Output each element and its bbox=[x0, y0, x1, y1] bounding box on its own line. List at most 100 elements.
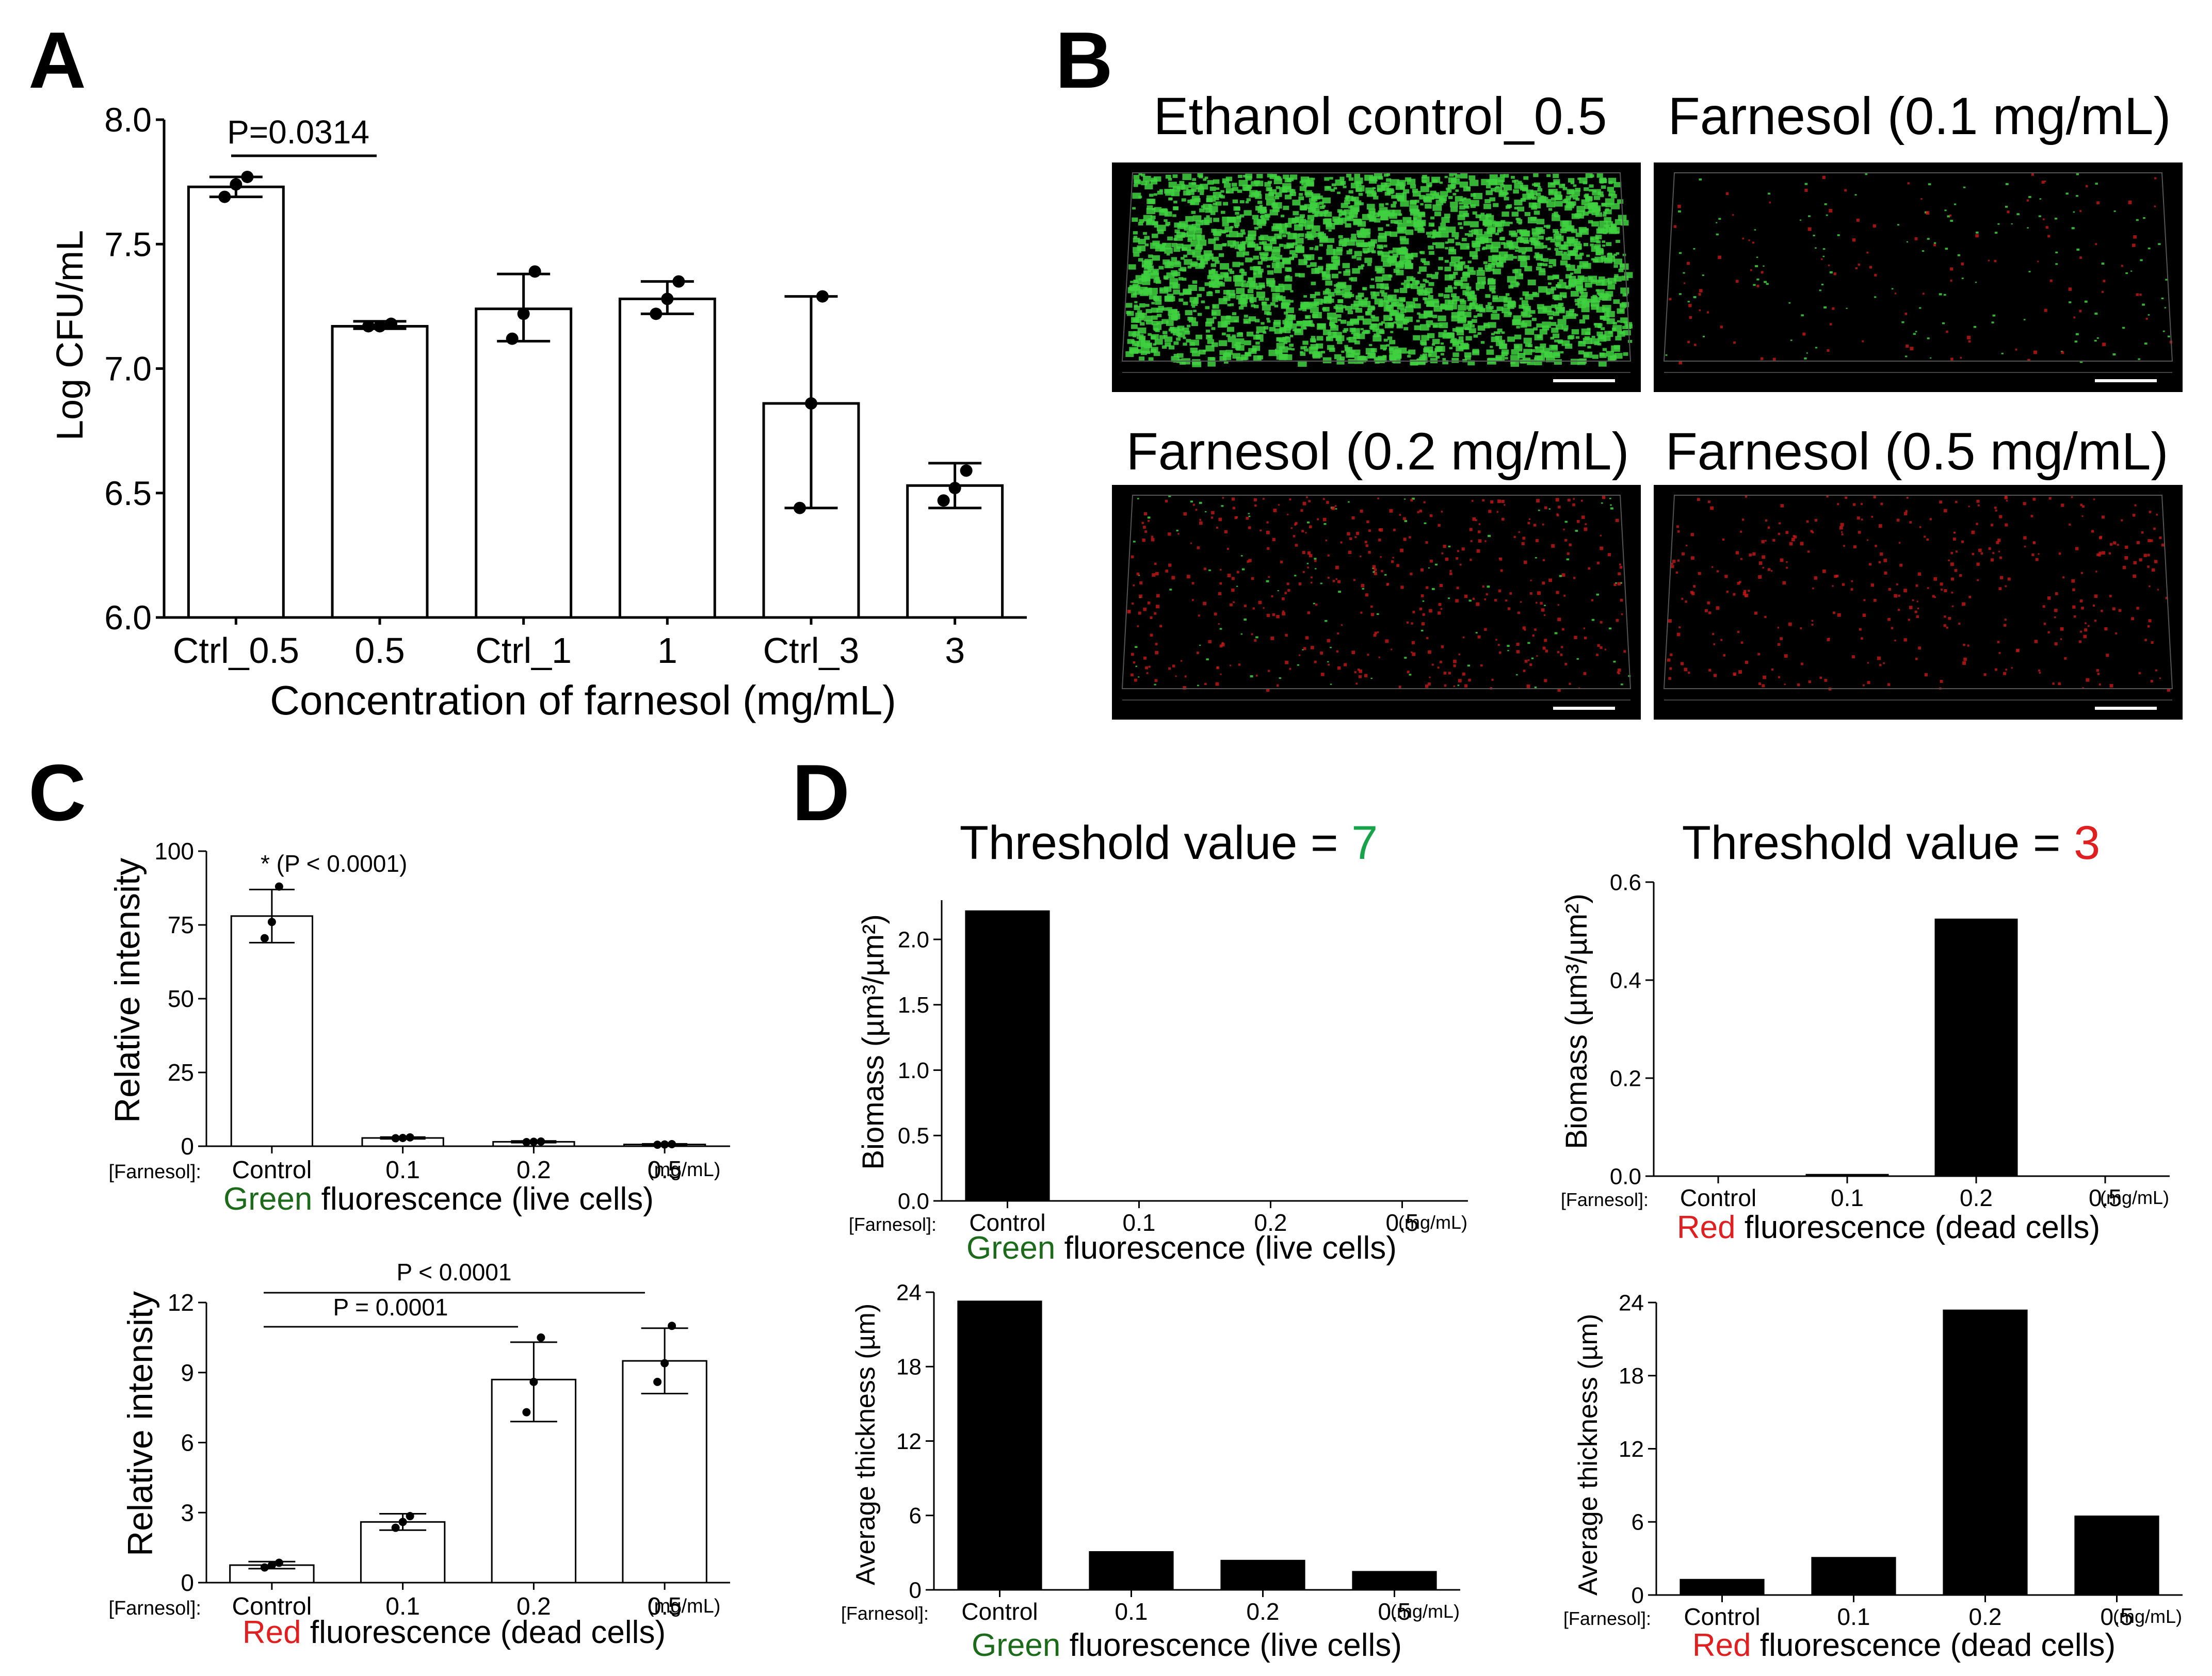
red-cell bbox=[1204, 567, 1206, 571]
green-cell bbox=[1325, 289, 1331, 294]
red-cell bbox=[1943, 624, 1946, 627]
green-cell bbox=[1499, 344, 1507, 349]
red-cell bbox=[1837, 503, 1839, 506]
green-cell bbox=[1204, 282, 1210, 286]
red-cell bbox=[1859, 628, 1862, 631]
green-cell bbox=[1485, 294, 1491, 298]
green-cell bbox=[1137, 245, 1145, 252]
red-cell bbox=[1337, 632, 1339, 634]
green-cell bbox=[1399, 260, 1404, 264]
green-cell bbox=[1420, 629, 1424, 632]
green-cell bbox=[1289, 191, 1296, 197]
green-cell bbox=[1678, 252, 1682, 254]
green-cell bbox=[1485, 215, 1494, 221]
red-cell bbox=[1810, 530, 1813, 533]
green-cell bbox=[1527, 642, 1530, 644]
red-cell bbox=[1360, 509, 1363, 513]
red-cell bbox=[1412, 611, 1415, 613]
red-cell bbox=[1699, 289, 1703, 292]
green-cell bbox=[1224, 230, 1228, 233]
green-cell bbox=[1222, 354, 1232, 361]
panel-c-top-pvalue: * (P < 0.0001) bbox=[261, 850, 407, 877]
red-cell bbox=[1617, 582, 1621, 585]
green-cell bbox=[1187, 235, 1195, 240]
green-cell bbox=[1395, 261, 1404, 268]
farnesol-prefix: [Farnesol]: bbox=[849, 1214, 937, 1235]
green-cell bbox=[1226, 327, 1234, 332]
panel-c-bottom-ylabel: Relative intensity bbox=[121, 1291, 160, 1556]
green-cell bbox=[1596, 289, 1605, 295]
green-cell bbox=[1504, 197, 1509, 201]
green-cell bbox=[1331, 265, 1338, 270]
green-cell bbox=[1153, 176, 1161, 182]
green-cell bbox=[1602, 282, 1607, 286]
red-cell bbox=[1191, 582, 1194, 585]
green-cell bbox=[1439, 322, 1448, 329]
red-cell bbox=[1908, 619, 1910, 621]
red-cell bbox=[1370, 605, 1373, 608]
green-cell bbox=[1232, 187, 1238, 191]
green-cell bbox=[1410, 184, 1416, 189]
red-cell bbox=[1317, 518, 1319, 520]
red-cell bbox=[1999, 556, 2002, 559]
green-cell bbox=[1593, 297, 1601, 303]
green-cell bbox=[1245, 257, 1252, 263]
red-cell bbox=[1139, 594, 1142, 598]
panel-d-green-thickness-caption: Green fluorescence (live cells) bbox=[972, 1628, 1402, 1663]
green-cell bbox=[2038, 215, 2041, 217]
green-cell bbox=[1371, 250, 1376, 253]
red-cell bbox=[1210, 516, 1214, 519]
green-cell bbox=[1232, 199, 1238, 204]
green-cell bbox=[1144, 265, 1150, 270]
green-cell bbox=[1551, 322, 1557, 326]
green-cell bbox=[1469, 251, 1478, 257]
green-cell bbox=[2076, 195, 2078, 197]
green-cell bbox=[1468, 175, 1476, 180]
data-point bbox=[672, 275, 685, 288]
green-cell bbox=[1620, 582, 1622, 584]
green-cell bbox=[1262, 304, 1271, 311]
bar bbox=[965, 910, 1050, 1201]
red-cell bbox=[1920, 198, 1923, 200]
red-cell bbox=[2149, 511, 2152, 513]
red-cell bbox=[1128, 610, 1131, 612]
red-cell bbox=[1580, 499, 1583, 502]
green-cell bbox=[1172, 214, 1176, 217]
green-cell bbox=[1464, 355, 1471, 360]
red-cell bbox=[1758, 561, 1763, 565]
red-cell bbox=[2151, 641, 2154, 644]
green-cell bbox=[1462, 272, 1471, 278]
green-cell bbox=[1486, 304, 1491, 308]
red-cell bbox=[1417, 511, 1419, 513]
green-cell bbox=[1432, 204, 1442, 211]
green-cell bbox=[1403, 327, 1409, 331]
red-cell bbox=[1596, 654, 1599, 656]
red-cell bbox=[1131, 673, 1134, 677]
green-cell bbox=[1162, 307, 1168, 311]
red-cell bbox=[2148, 619, 2152, 623]
green-cell bbox=[1410, 360, 1418, 366]
green-cell bbox=[1169, 198, 1173, 200]
green-cell bbox=[1132, 207, 1136, 210]
green-cell bbox=[1285, 267, 1291, 272]
green-cell bbox=[1355, 295, 1362, 300]
green-cell bbox=[1605, 203, 1611, 207]
green-cell bbox=[1419, 283, 1426, 288]
red-cell bbox=[1903, 512, 1908, 515]
red-cell bbox=[1617, 671, 1619, 674]
green-cell bbox=[1355, 187, 1363, 192]
green-cell bbox=[1532, 292, 1539, 298]
red-cell bbox=[1583, 672, 1587, 675]
green-cell bbox=[1264, 214, 1270, 218]
green-cell bbox=[1446, 187, 1450, 191]
red-cell bbox=[1678, 626, 1681, 629]
red-cell bbox=[1693, 585, 1696, 588]
red-cell bbox=[1600, 534, 1602, 536]
red-cell bbox=[2081, 515, 2084, 517]
green-cell bbox=[1315, 246, 1319, 248]
green-cell bbox=[1310, 306, 1319, 313]
green-cell bbox=[1383, 245, 1387, 248]
green-cell bbox=[1565, 264, 1571, 268]
red-cell bbox=[1150, 616, 1153, 620]
green-cell bbox=[1426, 320, 1433, 326]
